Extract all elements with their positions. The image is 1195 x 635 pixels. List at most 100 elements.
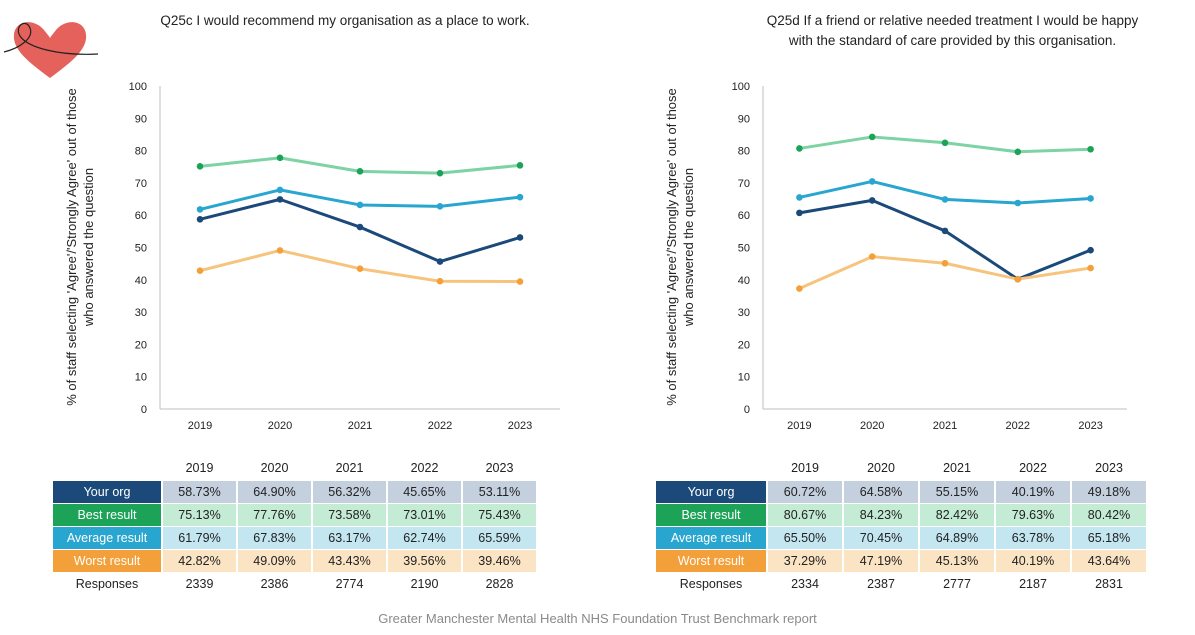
responses-cell: 2190 <box>410 577 439 591</box>
y-tick-label: 80 <box>738 146 750 158</box>
data-point-best <box>276 154 284 162</box>
table-cell: 55.15% <box>920 481 994 503</box>
data-table: 2019 2020 2021 2022 2023 Your org 58.73% 64.90%… <box>51 455 538 596</box>
table-row: Worst result 42.82% 49.09% 43.43% 39.56% 39.4… <box>53 550 536 572</box>
table-cell: 64.58% <box>844 481 918 503</box>
row-label: Average result <box>656 527 766 549</box>
data-point-best <box>516 162 524 169</box>
x-tick-label: 2019 <box>787 420 811 432</box>
data-point-average <box>516 193 524 201</box>
data-point-worst <box>196 267 204 274</box>
table-cell: 79.63% <box>996 504 1070 526</box>
table-cell: 43.64% <box>1072 550 1146 572</box>
x-tick-label: 2021 <box>348 420 372 432</box>
table-cell: 43.43% <box>313 550 386 572</box>
table-cell: 45.65% <box>388 481 461 503</box>
table-cell: 64.90% <box>238 481 311 503</box>
responses-cell: 2339 <box>185 577 214 591</box>
table-cell: 61.79% <box>163 527 236 549</box>
responses-cell: 2387 <box>867 577 895 591</box>
data-point-your-org <box>1087 246 1094 254</box>
table-row: Best result 80.67% 84.23% 82.42% 79.63% 80.42… <box>656 504 1146 526</box>
table-cell: 73.01% <box>388 504 461 526</box>
y-tick-label: 0 <box>141 404 147 416</box>
row-label: Responses <box>679 577 743 591</box>
table-row: Best result 75.13% 77.76% 73.58% 73.01% 75.43… <box>53 504 536 526</box>
y-tick-label: 80 <box>135 146 147 158</box>
table-cell: 56.32% <box>313 481 386 503</box>
row-label: Average result <box>53 527 161 549</box>
chart-title: Q25d If a friend or relative needed trea… <box>766 13 1139 48</box>
row-label: Your org <box>53 481 161 503</box>
year-header: 2023 <box>485 461 514 475</box>
table-cell: 65.18% <box>1072 527 1146 549</box>
table-cell: 62.74% <box>388 527 461 549</box>
y-tick-label: 40 <box>738 275 750 287</box>
year-header: 2023 <box>1095 461 1123 475</box>
data-point-best <box>196 163 204 170</box>
data-point-best <box>436 169 444 177</box>
responses-row: Responses 2339 2386 2774 2190 2828 <box>53 573 536 595</box>
table-cell: 42.82% <box>163 550 236 572</box>
data-point-average <box>1014 199 1022 207</box>
table-cell: 63.78% <box>996 527 1070 549</box>
table-cell: 64.89% <box>920 527 994 549</box>
table-cell: 49.09% <box>238 550 311 572</box>
year-header: 2022 <box>410 461 439 475</box>
data-point-average <box>796 194 803 201</box>
y-tick-label: 50 <box>135 243 147 255</box>
x-tick-label: 2023 <box>1078 420 1102 432</box>
y-tick-label: 0 <box>744 404 750 416</box>
data-point-your-org <box>796 209 803 217</box>
data-point-worst <box>356 265 364 273</box>
y-tick-label: 70 <box>135 178 147 190</box>
data-point-average <box>196 206 204 213</box>
y-tick-label: 10 <box>135 372 147 384</box>
table-row: Your org 58.73% 64.90% 56.32% 45.65% 53.11% <box>53 481 536 503</box>
year-header: 2021 <box>943 461 971 475</box>
data-point-worst <box>276 247 284 254</box>
data-point-your-org <box>196 216 204 223</box>
row-label: Best result <box>656 504 766 526</box>
y-tick-label: 30 <box>135 307 147 319</box>
data-point-your-org <box>436 258 444 265</box>
data-point-best <box>868 133 876 141</box>
table-header-row: 2019 2020 2021 2022 2023 <box>656 456 1146 480</box>
table-cell: 82.42% <box>920 504 994 526</box>
table-cell: 77.76% <box>238 504 311 526</box>
y-tick-label: 100 <box>732 81 750 93</box>
data-point-average <box>276 186 284 194</box>
data-point-average <box>436 203 444 210</box>
x-tick-label: 2022 <box>428 420 452 432</box>
row-label: Worst result <box>53 550 161 572</box>
y-tick-label: 50 <box>738 243 750 255</box>
data-table: 2019 2020 2021 2022 2023 Your org 60.72% 64.58%… <box>654 455 1148 596</box>
x-tick-label: 2020 <box>268 420 292 432</box>
table-cell: 58.73% <box>163 481 236 503</box>
y-tick-label: 100 <box>129 81 147 93</box>
table-cell: 67.83% <box>238 527 311 549</box>
responses-cell: 2334 <box>791 577 819 591</box>
y-tick-label: 60 <box>738 210 750 222</box>
responses-cell: 2777 <box>943 577 971 591</box>
table-cell: 84.23% <box>844 504 918 526</box>
data-point-your-org <box>516 234 524 241</box>
table-cell: 80.67% <box>768 504 842 526</box>
responses-cell: 2774 <box>335 577 364 591</box>
data-point-average <box>356 201 364 209</box>
table-header-row: 2019 2020 2021 2022 2023 <box>53 456 536 480</box>
table-cell: 49.18% <box>1072 481 1146 503</box>
table-cell: 40.19% <box>996 481 1070 503</box>
data-point-best <box>1014 148 1022 156</box>
y-tick-label: 30 <box>738 307 750 319</box>
data-point-best <box>796 145 803 152</box>
table-row: Average result 61.79% 67.83% 63.17% 62.74% 65… <box>53 527 536 549</box>
y-tick-label: 90 <box>738 113 750 125</box>
table-cell: 40.19% <box>996 550 1070 572</box>
row-label: Best result <box>53 504 161 526</box>
year-header: 2019 <box>185 461 214 475</box>
data-point-worst <box>436 277 444 285</box>
x-tick-label: 2023 <box>508 420 532 432</box>
